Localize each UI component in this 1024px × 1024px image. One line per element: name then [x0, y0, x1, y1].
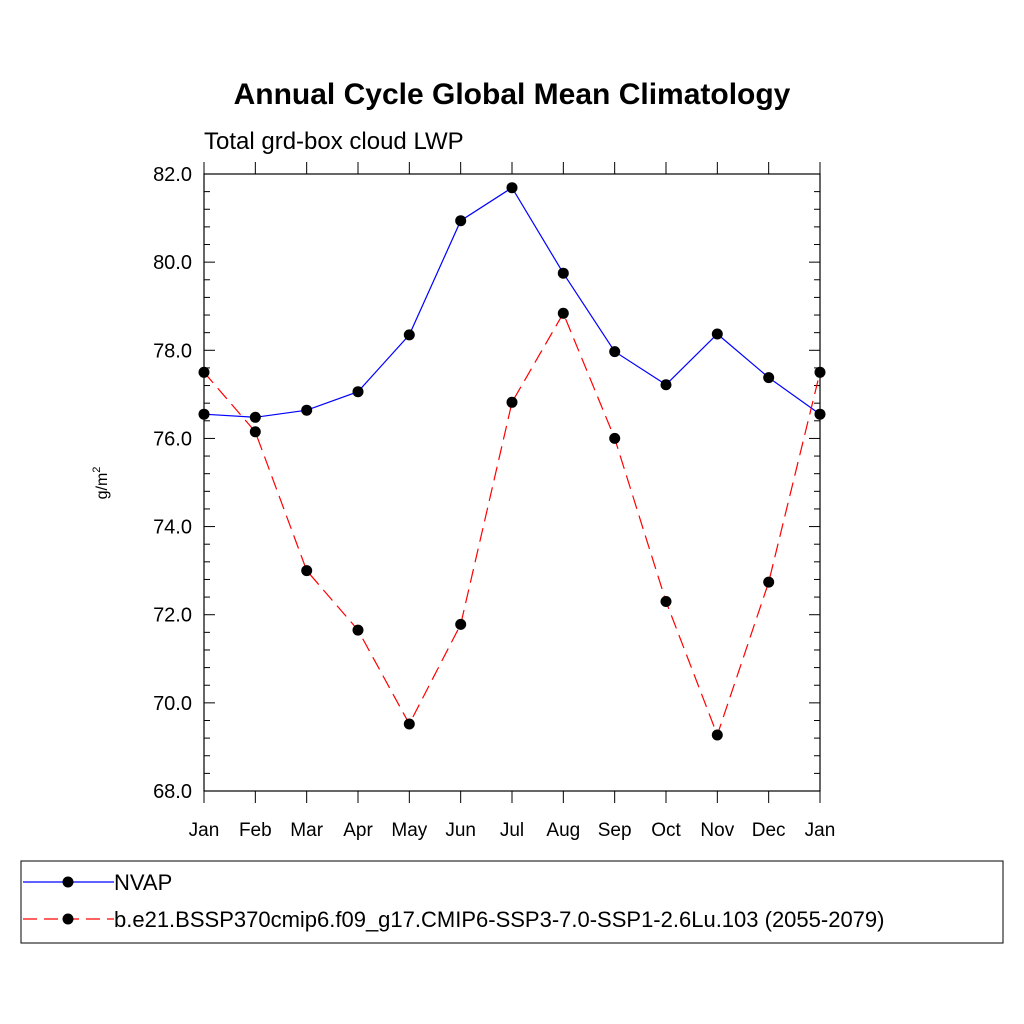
series-1-point	[352, 624, 364, 636]
series-0-point	[506, 182, 518, 194]
x-tick-label: Apr	[343, 820, 373, 841]
major-ticks	[203, 162, 821, 803]
x-tick-label: Jul	[500, 820, 524, 841]
series-1-point	[814, 366, 826, 378]
series-1-point	[506, 396, 518, 408]
legend: NVAP b.e21.BSSP370cmip6.f09_g17.CMIP6-SS…	[20, 860, 1004, 944]
legend-label-nvap: NVAP	[114, 870, 172, 895]
y-tick-label: 68.0	[153, 781, 192, 803]
series-1-point	[249, 426, 261, 438]
x-tick-label: Jan	[805, 820, 836, 841]
x-tick-label: Aug	[546, 820, 580, 841]
y-tick-label: 82.0	[153, 164, 192, 186]
series-line-0	[203, 186, 821, 418]
x-tick-label: Oct	[651, 820, 681, 841]
series-1-point	[660, 596, 672, 607]
chart-title: Annual Cycle Global Mean Climatology	[234, 78, 791, 111]
y-tick-labels: 68.0 70.0 72.0 74.0 76.0 78.0 80.0 82.0	[153, 164, 192, 803]
plot-frame	[203, 173, 821, 792]
series-1-point	[403, 718, 415, 730]
series-0-point	[660, 379, 672, 391]
series-1-point	[711, 729, 723, 741]
minor-ticks	[204, 191, 820, 774]
y-tick-label: 70.0	[153, 693, 192, 715]
series-line-1	[203, 311, 821, 737]
y-tick-label: 76.0	[153, 428, 192, 450]
chart-subtitle: Total grd-box cloud LWP	[204, 128, 464, 155]
x-tick-label: Mar	[290, 820, 323, 841]
legend-marker-nvap	[62, 876, 74, 888]
series-1-point	[609, 432, 621, 444]
series-0-point	[301, 404, 313, 416]
series-0-point	[557, 267, 569, 279]
x-tick-label: Sep	[598, 820, 632, 841]
y-tick-label: 80.0	[153, 252, 192, 274]
series-0-point	[455, 215, 467, 227]
x-tick-label: May	[391, 820, 427, 841]
series-0-point	[198, 408, 210, 420]
x-tick-label: Feb	[239, 820, 272, 841]
series-1-point	[198, 366, 210, 378]
series-1-point	[301, 565, 313, 577]
y-tick-label: 78.0	[153, 340, 192, 362]
legend-marker-model	[62, 913, 74, 925]
legend-box	[20, 860, 1004, 944]
series-1-point	[763, 576, 775, 588]
y-axis-label: g/m2	[91, 467, 111, 500]
series-0-point	[352, 386, 364, 398]
series-0-point	[814, 408, 826, 420]
y-tick-label: 74.0	[153, 517, 192, 539]
legend-label-model: b.e21.BSSP370cmip6.f09_g17.CMIP6-SSP3-7.…	[114, 907, 884, 932]
series-0-point	[403, 329, 415, 341]
series-0-point	[711, 328, 723, 340]
x-tick-labels: Jan Feb Mar Apr May Jun Jul Aug Sep Oct Nov Dec Jan	[189, 820, 836, 841]
series-layer	[198, 182, 826, 741]
x-tick-label: Jun	[445, 820, 476, 841]
series-0-point	[609, 346, 621, 358]
series-1-point	[455, 618, 467, 630]
series-0-point	[763, 372, 775, 384]
series-0-point	[249, 411, 261, 423]
x-tick-label: Jan	[189, 820, 220, 841]
x-tick-label: Nov	[700, 820, 734, 841]
y-tick-label: 72.0	[153, 605, 192, 627]
series-1-point	[557, 307, 569, 319]
x-tick-label: Dec	[752, 820, 786, 841]
